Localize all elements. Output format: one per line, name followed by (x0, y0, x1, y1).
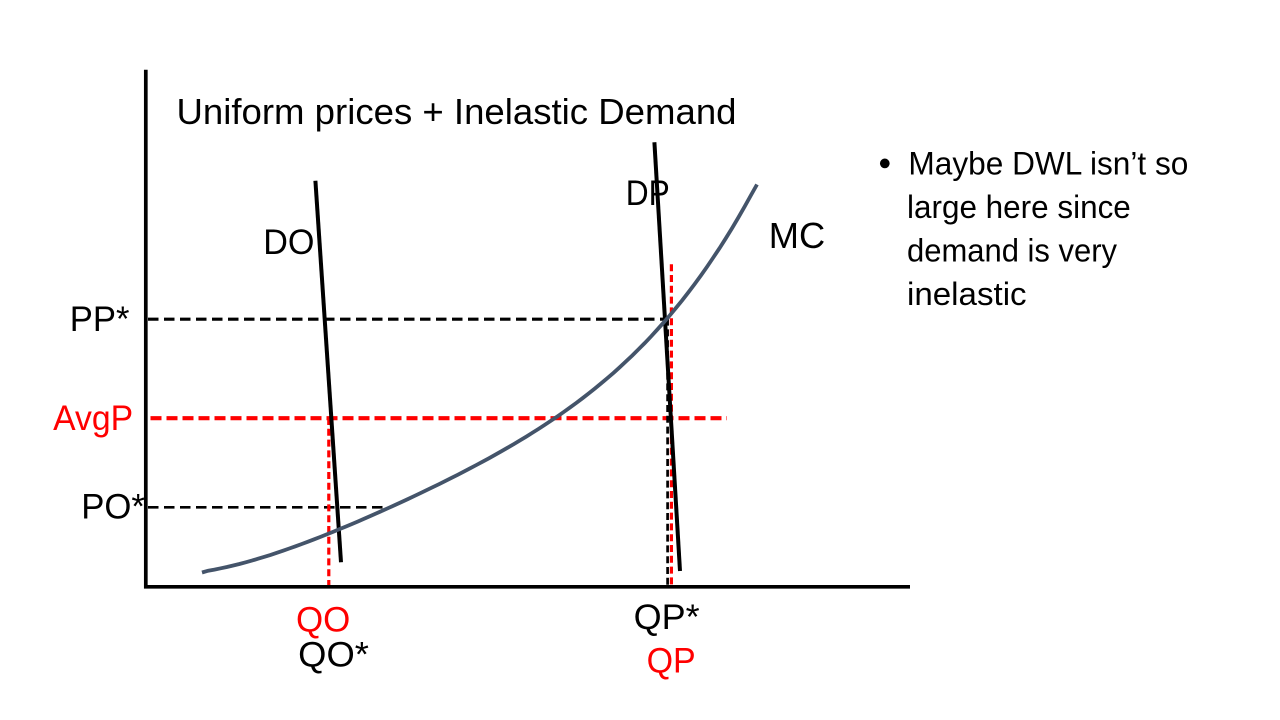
svg-text:DP: DP (626, 174, 670, 213)
svg-text:QP*: QP* (634, 598, 700, 637)
svg-text:large here since: large here since (907, 189, 1131, 225)
svg-text:DO: DO (263, 223, 314, 262)
svg-text:PO*: PO* (81, 488, 145, 527)
svg-text:QP: QP (647, 641, 696, 680)
svg-text:QO*: QO* (298, 635, 369, 674)
svg-text:Maybe DWL isn’t so: Maybe DWL isn’t so (908, 145, 1188, 181)
svg-text:demand is very: demand is very (907, 233, 1118, 269)
svg-text:AvgP: AvgP (53, 399, 133, 438)
svg-text:inelastic: inelastic (907, 276, 1027, 312)
svg-text:MC: MC (769, 215, 825, 256)
svg-text:QO: QO (296, 601, 350, 640)
svg-text:PP*: PP* (70, 300, 130, 339)
svg-text:Uniform prices + Inelastic Dem: Uniform prices + Inelastic Demand (177, 91, 737, 132)
